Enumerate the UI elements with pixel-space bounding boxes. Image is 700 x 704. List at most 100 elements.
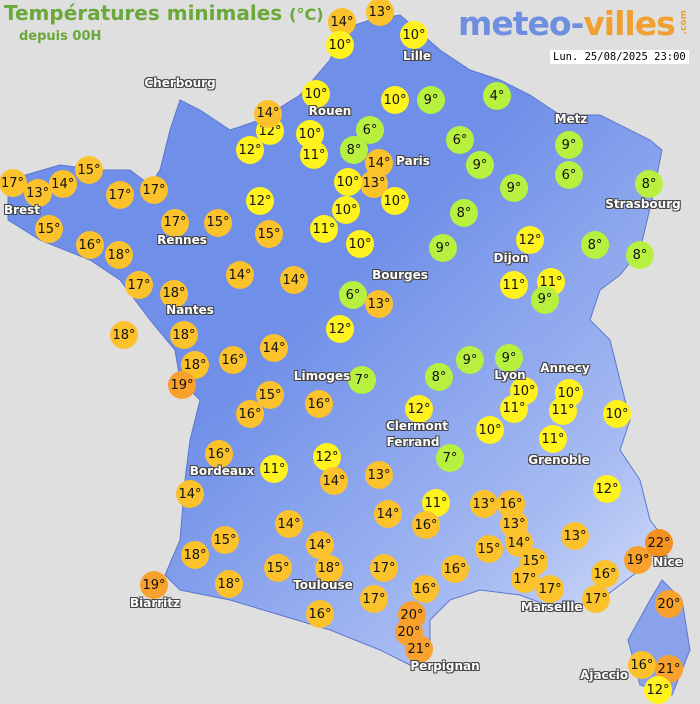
temperature-marker[interactable]: 10 °: [326, 31, 354, 59]
temperature-marker[interactable]: 9 °: [466, 151, 494, 179]
temperature-marker[interactable]: 17 °: [106, 181, 134, 209]
temperature-marker[interactable]: 8 °: [450, 199, 478, 227]
temperature-marker[interactable]: 13 °: [470, 490, 498, 518]
temperature-marker[interactable]: 9 °: [417, 86, 445, 114]
temperature-marker[interactable]: 15 °: [75, 156, 103, 184]
temperature-marker[interactable]: 17 °: [370, 554, 398, 582]
temperature-marker[interactable]: 14 °: [48, 170, 77, 198]
temperature-marker[interactable]: 15 °: [475, 535, 503, 563]
temperature-marker[interactable]: 14 °: [505, 529, 533, 557]
temperature-marker[interactable]: 9 °: [555, 131, 583, 159]
temperature-marker[interactable]: 9 °: [429, 234, 457, 262]
temperature-marker[interactable]: 12 °: [405, 395, 433, 423]
temperature-marker[interactable]: 8 °: [635, 170, 663, 198]
temperature-marker[interactable]: 14 °: [260, 334, 288, 362]
temperature-marker[interactable]: 9 °: [531, 285, 559, 314]
temperature-marker[interactable]: 20 °: [655, 590, 683, 618]
temperature-marker[interactable]: 10 °: [381, 86, 409, 114]
temperature-marker[interactable]: 6 °: [339, 281, 367, 309]
temperature-marker[interactable]: 17 °: [125, 271, 153, 299]
temperature-marker[interactable]: 10 °: [302, 80, 330, 109]
temperature-marker[interactable]: 16 °: [411, 575, 439, 603]
temperature-marker[interactable]: 10 °: [381, 187, 409, 216]
temperature-marker[interactable]: 10 °: [332, 196, 360, 224]
temperature-marker[interactable]: 12 °: [326, 315, 354, 343]
temperature-marker[interactable]: 17 °: [360, 585, 388, 613]
temperature-marker[interactable]: 17 °: [582, 585, 611, 613]
temperature-marker[interactable]: 12 °: [593, 475, 621, 503]
temperature-marker[interactable]: 17 °: [161, 208, 189, 237]
temperature-marker[interactable]: 13 °: [360, 169, 388, 198]
temperature-marker[interactable]: 16 °: [306, 600, 334, 628]
temperature-marker[interactable]: 15 °: [211, 526, 239, 554]
temperature-marker[interactable]: 8 °: [340, 136, 368, 164]
temperature-marker[interactable]: 9 °: [500, 174, 528, 202]
temperature-marker[interactable]: 6 °: [446, 126, 474, 154]
temperature-marker[interactable]: 16 °: [627, 651, 656, 679]
temperature-marker[interactable]: 17 °: [510, 565, 539, 594]
meteo-villes-logo[interactable]: meteo-villes .com: [458, 4, 689, 43]
temperature-marker[interactable]: 11 °: [310, 215, 338, 243]
temperature-marker[interactable]: 10 °: [334, 168, 362, 196]
temperature-marker[interactable]: 11 °: [500, 394, 528, 423]
temperature-marker[interactable]: 18 °: [160, 279, 188, 308]
temperature-marker[interactable]: 12 °: [236, 136, 264, 164]
temperature-marker[interactable]: 11 °: [500, 271, 528, 299]
temperature-marker[interactable]: 12 °: [644, 676, 672, 704]
temperature-marker[interactable]: 18 °: [181, 351, 209, 379]
temperature-marker[interactable]: 17 °: [0, 169, 27, 197]
temperature-marker[interactable]: 8 °: [626, 241, 654, 269]
temperature-marker[interactable]: 16 °: [591, 560, 619, 588]
temperature-marker[interactable]: 14 °: [254, 99, 282, 128]
temperature-marker[interactable]: 14 °: [275, 510, 303, 538]
temperature-marker[interactable]: 13 °: [365, 461, 393, 489]
temperature-marker[interactable]: 15 °: [35, 215, 63, 243]
temperature-marker[interactable]: 16 °: [76, 231, 104, 259]
temperature-marker[interactable]: 14 °: [320, 467, 348, 495]
temperature-marker[interactable]: 13 °: [366, 0, 394, 26]
temperature-marker[interactable]: 19 °: [168, 371, 196, 399]
temperature-marker[interactable]: 16 °: [205, 440, 233, 469]
temperature-marker[interactable]: 21 °: [405, 635, 433, 664]
temperature-marker[interactable]: 6 °: [555, 161, 583, 189]
temperature-marker[interactable]: 19 °: [140, 571, 168, 599]
temperature-marker[interactable]: 13 °: [561, 522, 589, 550]
temperature-marker[interactable]: 11 °: [260, 455, 288, 483]
temperature-marker[interactable]: 16 °: [441, 555, 469, 583]
temperature-marker[interactable]: 18 °: [215, 570, 243, 598]
temperature-marker[interactable]: 12 °: [516, 226, 544, 254]
temperature-marker[interactable]: 14 °: [226, 261, 254, 289]
temperature-marker[interactable]: 14 °: [306, 531, 334, 559]
temperature-marker[interactable]: 14 °: [280, 266, 308, 294]
temperature-marker[interactable]: 8 °: [581, 231, 609, 259]
temperature-marker[interactable]: 18 °: [315, 554, 343, 583]
temperature-marker[interactable]: 10 °: [346, 230, 374, 258]
temperature-marker[interactable]: 13 °: [23, 179, 52, 208]
temperature-marker[interactable]: 15 °: [264, 554, 292, 582]
temperature-marker[interactable]: 14 °: [176, 480, 204, 508]
temperature-marker[interactable]: 22 °: [645, 529, 673, 557]
temperature-marker[interactable]: 16 °: [412, 511, 440, 539]
temperature-marker[interactable]: 4 °: [483, 82, 511, 110]
temperature-marker[interactable]: 11 °: [549, 396, 577, 425]
temperature-marker[interactable]: 6 °: [356, 116, 384, 144]
temperature-marker[interactable]: 17 °: [140, 176, 168, 204]
temperature-marker[interactable]: 15 °: [255, 220, 283, 248]
temperature-marker[interactable]: 9 °: [495, 344, 523, 373]
temperature-marker[interactable]: 8 °: [425, 363, 453, 391]
temperature-marker[interactable]: 10 °: [603, 400, 631, 428]
temperature-marker[interactable]: 9 °: [456, 346, 484, 374]
temperature-marker[interactable]: 16 °: [236, 400, 264, 428]
temperature-marker[interactable]: 7 °: [348, 366, 376, 394]
temperature-marker[interactable]: 10 °: [400, 21, 428, 49]
temperature-marker[interactable]: 12 °: [246, 187, 274, 215]
temperature-marker[interactable]: 18 °: [181, 541, 209, 569]
temperature-marker[interactable]: 16 °: [305, 390, 333, 418]
temperature-marker[interactable]: 11 °: [300, 141, 328, 169]
temperature-marker[interactable]: 17 °: [536, 575, 565, 603]
temperature-marker[interactable]: 15 °: [204, 208, 232, 237]
temperature-marker[interactable]: 18 °: [170, 321, 198, 349]
temperature-marker[interactable]: 13 °: [365, 290, 393, 318]
temperature-marker[interactable]: 18 °: [110, 321, 138, 349]
temperature-marker[interactable]: 7 °: [436, 444, 464, 472]
